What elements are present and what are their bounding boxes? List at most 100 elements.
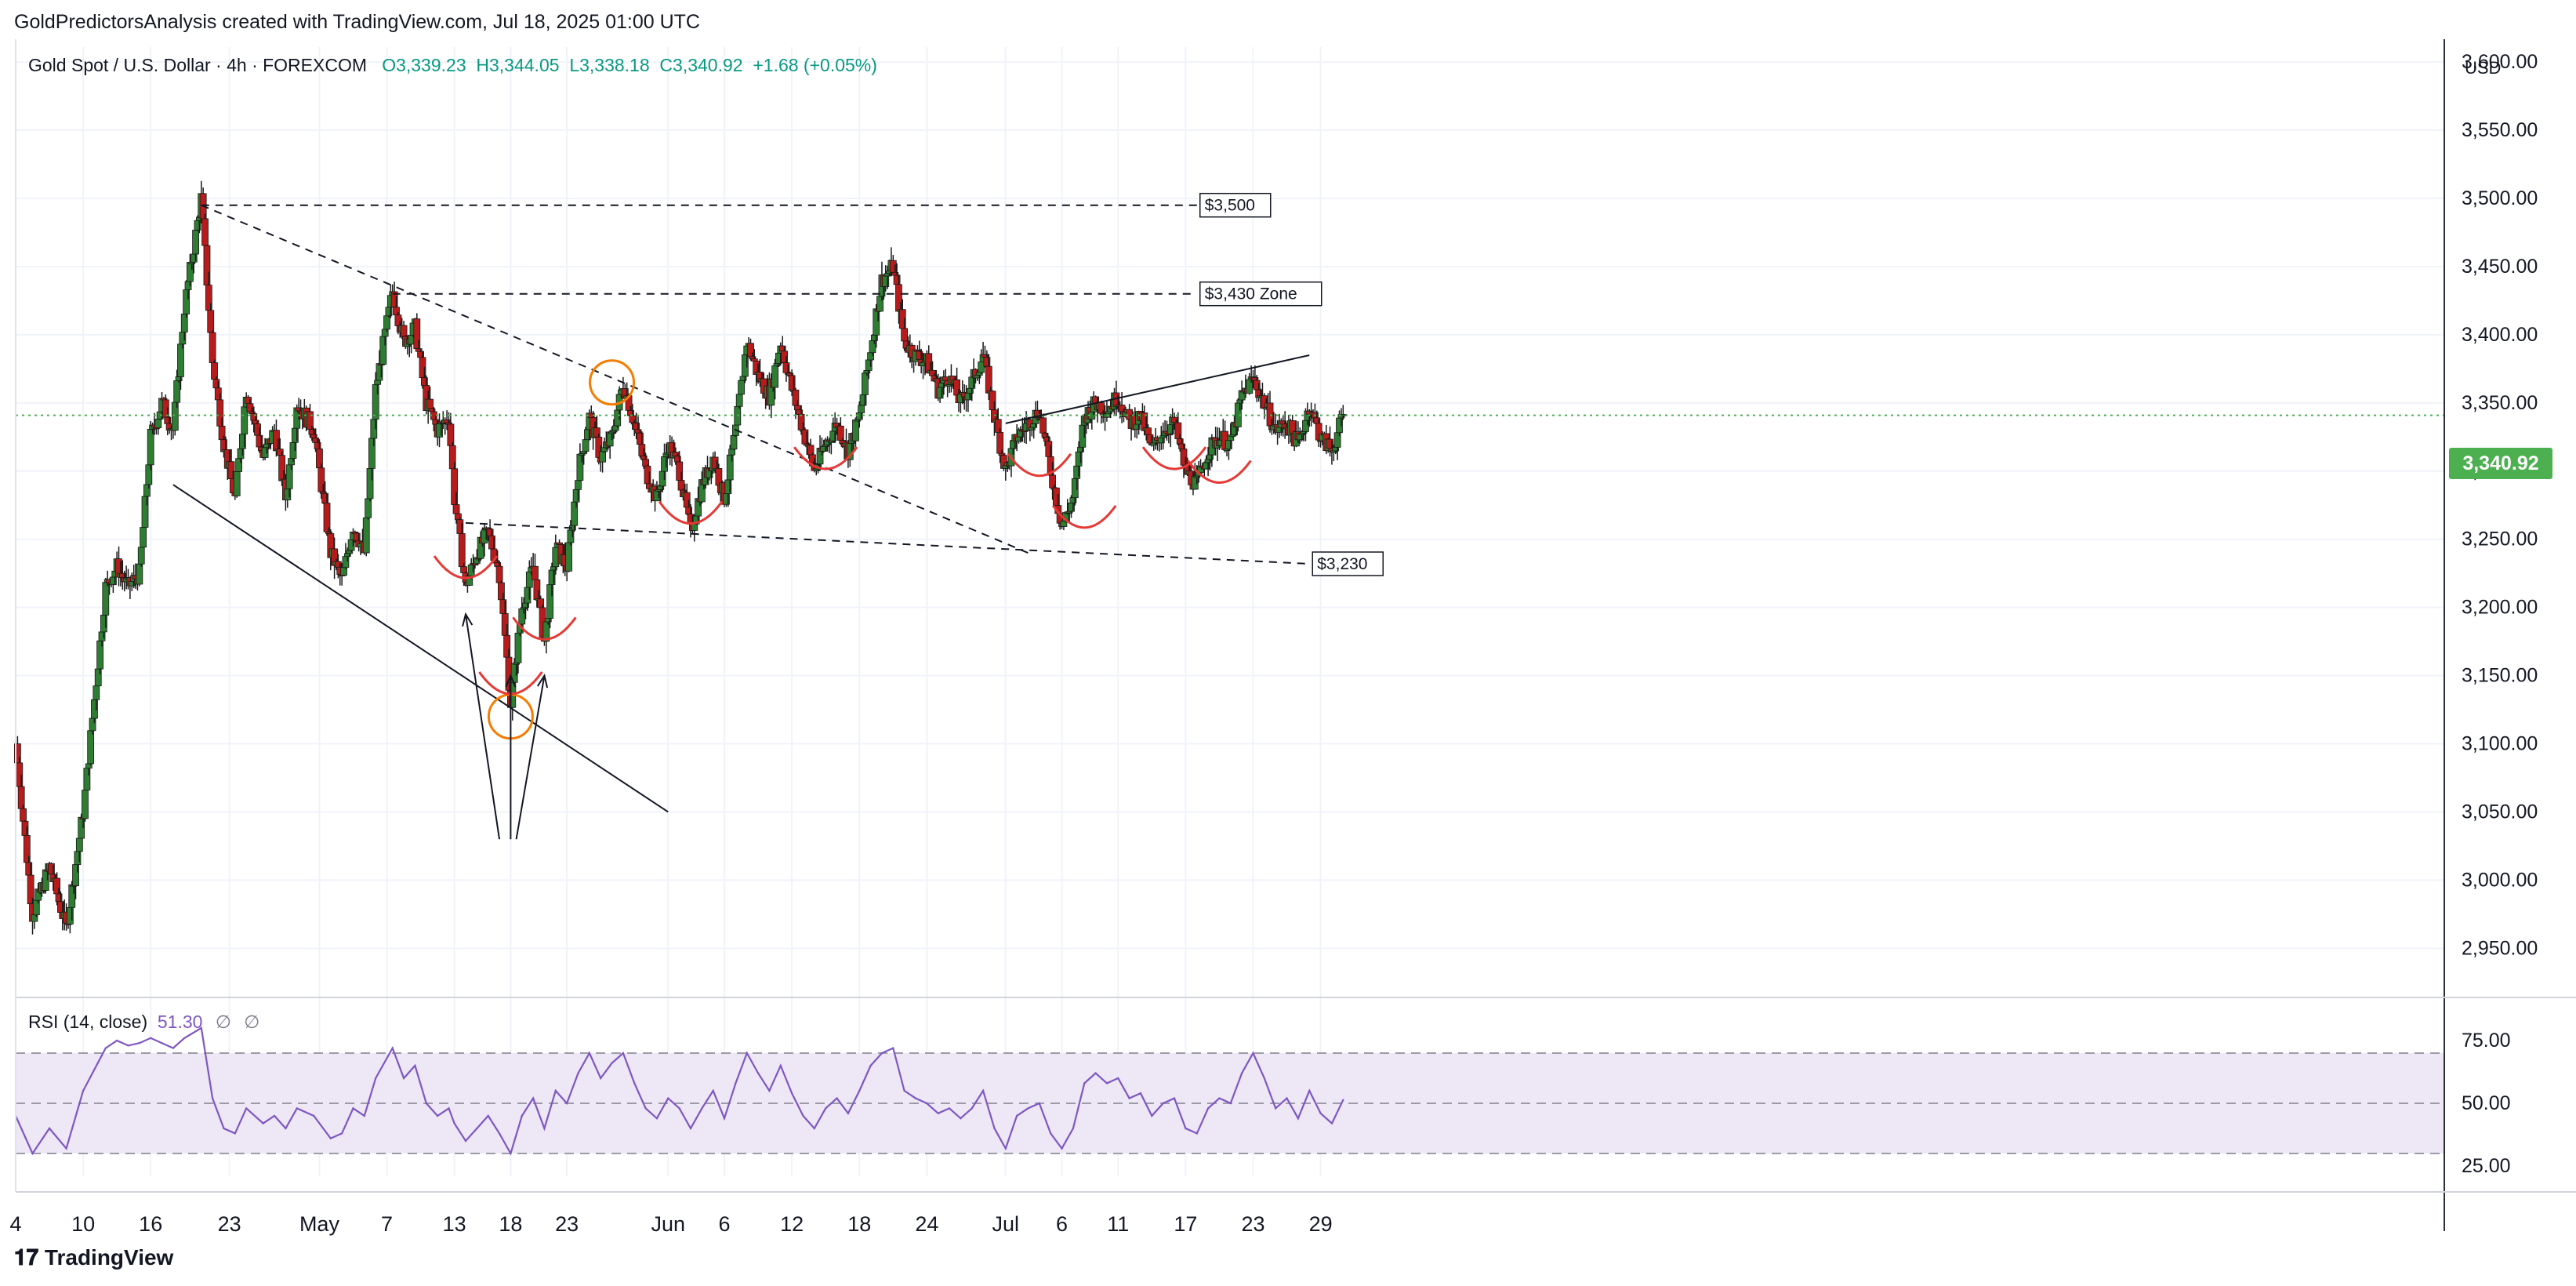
time-axis: 4 10 16 23 May 7 13 18 23 Jun 6 12 18 24 Jul 6 11 17 23 29 (9, 1212, 1332, 1236)
arrow-shaft (465, 614, 501, 840)
price-tick-label: 3,400.00 (2462, 324, 2538, 346)
support-arc (1007, 452, 1072, 478)
candle-up (154, 418, 162, 429)
annotations (433, 359, 1252, 840)
time-tick-label: 13 (443, 1212, 466, 1236)
price-grid (15, 47, 2444, 1176)
candle-up (565, 542, 572, 572)
rsi-point (588, 1052, 591, 1055)
price-tick-label: 3,250.00 (2462, 529, 2538, 550)
rsi-point (200, 1026, 202, 1030)
time-tick-label: 11 (1107, 1212, 1129, 1236)
rsi-point (1286, 1097, 1288, 1099)
rsi-point (644, 1107, 647, 1110)
rsi-point (223, 1127, 225, 1130)
time-tick-label: 12 (780, 1212, 804, 1236)
attribution-text: GoldPredictorsAnalysis created with Trad… (14, 11, 700, 33)
price-tick-label: 3,150.00 (2462, 665, 2538, 687)
rsi-point (981, 1089, 985, 1092)
candle-up (173, 380, 181, 403)
rsi-point (161, 1042, 163, 1044)
rsi-axis: 75.00 50.00 25.00 (2462, 1030, 2511, 1177)
trendline (1005, 354, 1310, 424)
rsi-tick-label: 25.00 (2462, 1155, 2511, 1177)
time-tick-label: 6 (719, 1212, 731, 1236)
rsi-point (655, 1117, 659, 1120)
rsi-point (464, 1139, 467, 1143)
candle-up (691, 523, 698, 531)
trendline-label: $3,500 (1205, 197, 1255, 215)
ohlc-close: C3,340.92 (659, 55, 743, 75)
rsi-point (172, 1047, 175, 1049)
rsi-point (1173, 1097, 1176, 1099)
rsi-point (633, 1082, 636, 1084)
support-arc (512, 616, 577, 641)
rsi-point (858, 1089, 861, 1092)
candle-up (771, 365, 779, 388)
rsi-point (1218, 1097, 1221, 1099)
rsi-point (1252, 1052, 1254, 1055)
candle-up (87, 730, 95, 765)
rsi-title[interactable]: RSI (14, close) (28, 1012, 148, 1032)
arrow-head (536, 674, 549, 688)
candle-up (365, 498, 372, 518)
rsi-point (1004, 1147, 1007, 1150)
support-arc (1187, 460, 1252, 484)
candle-up (374, 380, 381, 385)
price-tick-label: 2,950.00 (2462, 937, 2538, 959)
tradingview-logo[interactable]: 𝟏𝟕 TradingView (14, 1245, 173, 1271)
rsi-point (313, 1114, 315, 1117)
rsi-point (790, 1092, 793, 1095)
rsi-point (476, 1127, 478, 1130)
rsi-point (532, 1097, 535, 1099)
last-price-tag: 3,340.92 (2449, 448, 2552, 479)
trendline (172, 484, 669, 813)
rsi-point (701, 1107, 703, 1110)
price-tick-label: 3,500.00 (2462, 187, 2538, 209)
currency-label[interactable]: USD (2465, 58, 2502, 78)
rsi-point (960, 1117, 962, 1120)
candle-down (836, 425, 844, 441)
candle-up (75, 837, 83, 852)
time-tick-label: May (299, 1212, 340, 1236)
rsi-point (1229, 1102, 1232, 1105)
time-tick-label: Jun (651, 1212, 686, 1236)
rsi-point (183, 1037, 186, 1040)
time-tick-label: 7 (381, 1212, 393, 1236)
rsi-point (914, 1097, 917, 1099)
rsi-point (262, 1122, 264, 1124)
ohlc-change: +1.68 (+0.05%) (753, 55, 877, 75)
candle-up (233, 471, 241, 496)
price-tick-label: 3,550.00 (2462, 119, 2538, 141)
rsi-point (425, 1102, 427, 1105)
rsi-point (622, 1052, 625, 1055)
time-tick-label: 17 (1174, 1212, 1197, 1236)
time-tick-label: 23 (555, 1212, 579, 1236)
rsi-point (1162, 1102, 1164, 1105)
candle-up (514, 632, 522, 663)
candle-up (136, 563, 143, 585)
rsi-point (487, 1114, 489, 1117)
candle-down (452, 504, 460, 514)
time-tick-label: 18 (499, 1212, 522, 1236)
trendlines: $3,500 $3,430 Zone $3,230 (172, 192, 1384, 813)
time-tick-label: 23 (218, 1212, 241, 1236)
rsi-point (1094, 1072, 1097, 1074)
rsi-tick-label: 50.00 (2462, 1092, 2511, 1114)
candle-down (426, 398, 434, 409)
support-arc (1141, 446, 1207, 470)
rsi-point (234, 1132, 237, 1135)
rsi-point (340, 1132, 343, 1135)
rsi-point (245, 1107, 248, 1110)
rsi-point (104, 1047, 107, 1049)
rsi-point (1275, 1107, 1277, 1110)
candle-up (140, 527, 147, 548)
symbol-name[interactable]: Gold Spot / U.S. Dollar · 4h · FOREXCOM (28, 55, 368, 75)
candle-up (82, 790, 89, 819)
candle-up (93, 685, 100, 700)
candle-up (730, 434, 738, 450)
rsi-point (543, 1127, 546, 1130)
rsi-point (521, 1114, 523, 1117)
rsi-point (600, 1077, 602, 1080)
